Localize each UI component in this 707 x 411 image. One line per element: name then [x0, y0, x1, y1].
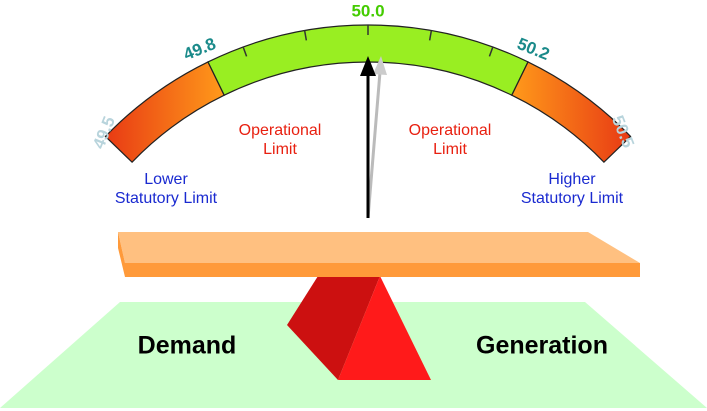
- scale-label: 50.0: [351, 1, 384, 20]
- diagram: 49.5 49.8 50.0 50.2 50.5 Operational Lim…: [0, 0, 707, 411]
- zone-label: Limit: [433, 141, 467, 158]
- plank-top: [118, 232, 640, 263]
- zone-label: Lower: [144, 171, 188, 188]
- statutory-zone: [512, 62, 631, 162]
- balance-label: Generation: [476, 332, 608, 360]
- zone-label: Limit: [263, 141, 297, 158]
- balance-label: Demand: [138, 332, 237, 360]
- needle-shadow: [368, 72, 380, 218]
- statutory-zone: [105, 62, 224, 162]
- zone-label: Higher: [548, 171, 596, 188]
- zone-label: Statutory Limit: [115, 190, 218, 207]
- zone-label: Statutory Limit: [521, 190, 624, 207]
- zone-label: Operational: [409, 122, 492, 139]
- zone-label: Operational: [239, 122, 322, 139]
